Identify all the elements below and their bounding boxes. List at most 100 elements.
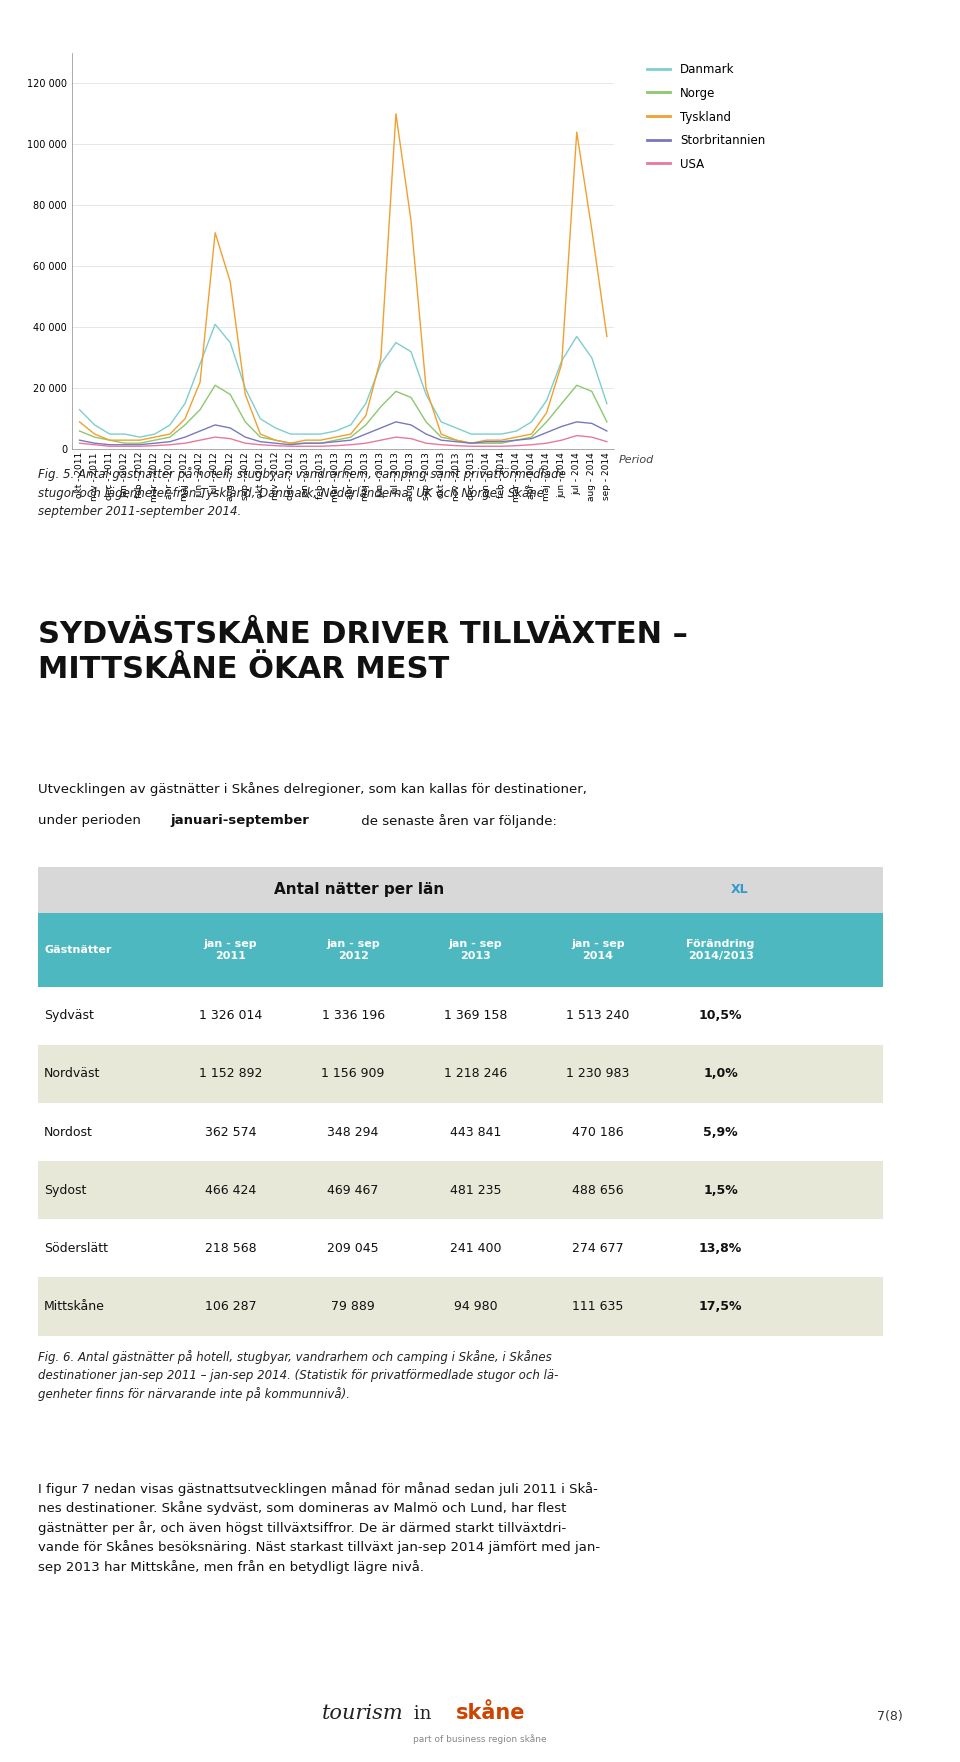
Text: 7(8): 7(8) <box>876 1711 902 1723</box>
Norge <box>104 430 115 451</box>
USA <box>540 433 552 455</box>
Norge <box>89 426 101 448</box>
Tyskland <box>134 430 146 451</box>
Text: 241 400: 241 400 <box>450 1242 501 1255</box>
USA <box>300 435 311 456</box>
USA <box>511 435 522 456</box>
Danmark <box>74 400 85 421</box>
Text: Förändring
2014/2013: Förändring 2014/2013 <box>686 939 755 960</box>
Tyskland <box>571 122 583 143</box>
Storbritannien <box>74 430 85 451</box>
Norge <box>134 433 146 455</box>
Storbritannien <box>481 432 492 453</box>
Text: 1 369 158: 1 369 158 <box>444 1010 507 1022</box>
Text: 17,5%: 17,5% <box>699 1300 742 1313</box>
Norge <box>375 396 387 418</box>
Text: 79 889: 79 889 <box>331 1300 375 1313</box>
Danmark <box>315 423 326 444</box>
Storbritannien <box>526 428 538 449</box>
Danmark <box>225 331 236 352</box>
Norge <box>466 433 477 455</box>
Tyskland <box>149 426 160 448</box>
Storbritannien <box>180 426 191 448</box>
Text: under perioden: under perioden <box>38 814 146 826</box>
Norge <box>390 381 401 402</box>
Tyskland <box>180 409 191 430</box>
Storbritannien <box>254 432 266 453</box>
Danmark <box>104 423 115 444</box>
Norge <box>149 430 160 451</box>
USA <box>556 430 567 451</box>
USA <box>285 435 297 456</box>
Text: 10,5%: 10,5% <box>699 1010 742 1022</box>
Norge <box>495 433 507 455</box>
Tyskland <box>164 423 176 444</box>
Storbritannien <box>119 433 131 455</box>
USA <box>164 433 176 455</box>
USA <box>119 435 131 456</box>
USA <box>420 433 432 455</box>
Danmark <box>254 409 266 430</box>
Tyskland <box>466 433 477 455</box>
Storbritannien <box>134 433 146 455</box>
Text: 1 513 240: 1 513 240 <box>566 1010 630 1022</box>
Tyskland <box>345 423 356 444</box>
USA <box>601 432 612 453</box>
USA <box>345 433 356 455</box>
Text: Nordväst: Nordväst <box>44 1068 101 1080</box>
Norge <box>300 433 311 455</box>
Norge <box>194 400 205 421</box>
Text: Antal nätter per län: Antal nätter per län <box>275 883 444 897</box>
USA <box>436 433 447 455</box>
Norge <box>74 421 85 442</box>
USA <box>375 430 387 451</box>
Danmark <box>89 414 101 435</box>
Storbritannien <box>149 433 160 455</box>
Text: jan - sep
2011: jan - sep 2011 <box>204 939 257 960</box>
USA <box>315 435 326 456</box>
USA <box>239 433 251 455</box>
Text: SYDVÄSTSKÅNE DRIVER TILLVÄXTEN –
MITTSKÅNE ÖKAR MEST: SYDVÄSTSKÅNE DRIVER TILLVÄXTEN – MITTSKÅ… <box>38 620 688 684</box>
Storbritannien <box>315 433 326 455</box>
Danmark <box>481 423 492 444</box>
Tyskland <box>511 426 522 448</box>
USA <box>104 435 115 456</box>
Norge <box>239 411 251 432</box>
Line: Tyskland: Tyskland <box>80 115 607 444</box>
Storbritannien <box>586 412 597 433</box>
Text: 1 152 892: 1 152 892 <box>199 1068 262 1080</box>
Danmark <box>405 342 417 363</box>
Norge <box>420 411 432 432</box>
Text: 488 656: 488 656 <box>572 1184 624 1196</box>
Storbritannien <box>420 423 432 444</box>
Storbritannien <box>89 433 101 455</box>
Danmark <box>390 331 401 352</box>
Text: 1 336 196: 1 336 196 <box>322 1010 385 1022</box>
USA <box>466 435 477 456</box>
Danmark <box>119 423 131 444</box>
Norge <box>540 411 552 432</box>
Storbritannien <box>601 421 612 442</box>
Tyskland <box>300 430 311 451</box>
Tyskland <box>481 430 492 451</box>
Tyskland <box>360 405 372 426</box>
Norge <box>526 426 538 448</box>
Norge <box>330 430 342 451</box>
Storbritannien <box>360 423 372 444</box>
Storbritannien <box>405 414 417 435</box>
Text: 443 841: 443 841 <box>450 1126 501 1138</box>
Text: 1 218 246: 1 218 246 <box>444 1068 507 1080</box>
Norge <box>436 426 447 448</box>
Tyskland <box>420 377 432 398</box>
Text: Gästnätter: Gästnätter <box>44 944 111 955</box>
Tyskland <box>285 433 297 455</box>
Storbritannien <box>209 414 221 435</box>
Tyskland <box>526 423 538 444</box>
Tyskland <box>239 384 251 405</box>
Storbritannien <box>375 418 387 439</box>
Line: Storbritannien: Storbritannien <box>80 421 607 444</box>
Storbritannien <box>104 433 115 455</box>
Danmark <box>466 423 477 444</box>
USA <box>89 433 101 455</box>
USA <box>450 435 462 456</box>
